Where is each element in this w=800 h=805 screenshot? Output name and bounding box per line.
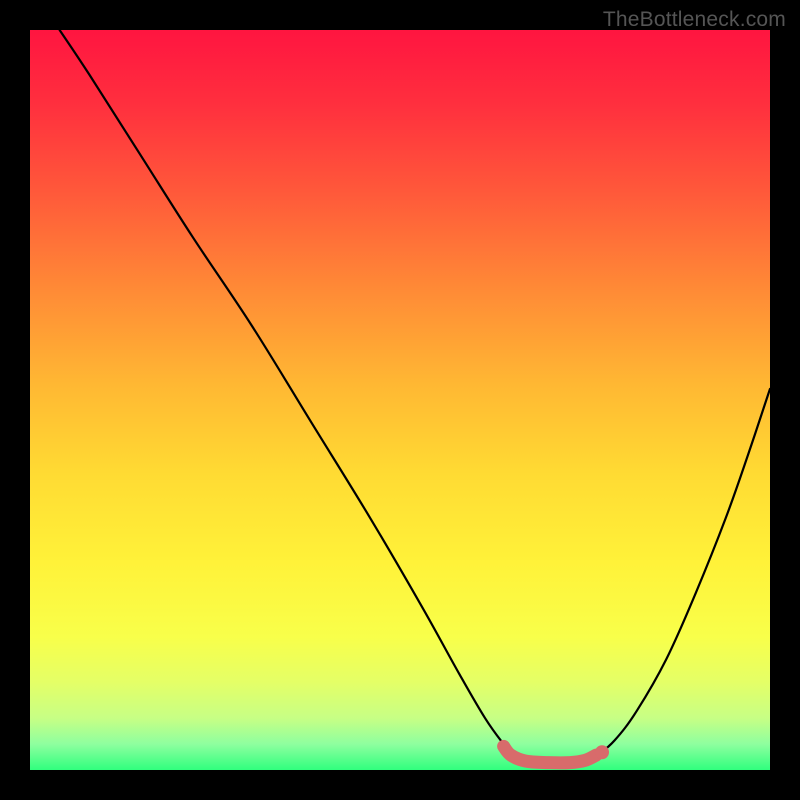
chart-container: TheBottleneck.com [0, 0, 800, 800]
bottleneck-chart [0, 0, 800, 800]
watermark-label: TheBottleneck.com [603, 8, 786, 32]
